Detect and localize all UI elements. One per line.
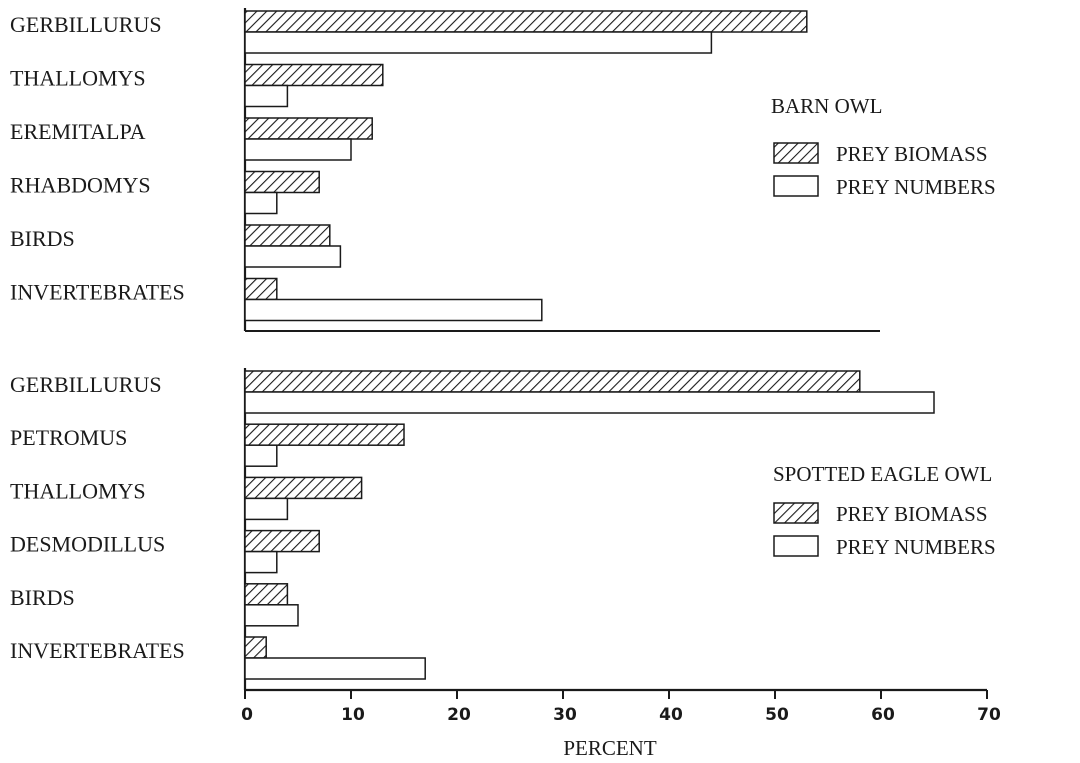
legend-label-prey-numbers: PREY NUMBERS — [836, 535, 996, 559]
bar-prey-biomass-birds — [244, 224, 331, 247]
barn-owl-legend: BARN OWL PREY BIOMASS PREY NUMBERS — [771, 94, 996, 199]
x-axis: 0 10 20 30 40 50 60 70 — [241, 688, 1001, 725]
legend-swatch-prey-biomass — [773, 502, 819, 524]
x-tick-label: 20 — [447, 705, 471, 725]
x-axis-title: PERCENT — [563, 736, 657, 760]
legend-swatch-prey-numbers — [773, 175, 819, 197]
x-tick-label: 30 — [553, 705, 577, 725]
barn-owl-legend-title: BARN OWL — [771, 94, 882, 118]
category-label-gerbillurus: GERBILLURUS — [10, 12, 162, 37]
category-label-birds: BIRDS — [10, 585, 75, 610]
spotted-eagle-owl-legend-title: SPOTTED EAGLE OWL — [773, 462, 992, 486]
bar-prey-numbers-invertebrates — [244, 298, 543, 322]
category-label-rhabdomys: RHABDOMYS — [10, 173, 151, 198]
bar-prey-biomass-petromus — [244, 423, 405, 446]
bar-prey-numbers-gerbillurus — [244, 391, 935, 414]
category-label-petromus: PETROMUS — [10, 425, 127, 450]
x-tick-label: 70 — [977, 705, 1001, 725]
bar-prey-numbers-thallomys — [244, 497, 289, 521]
bar-prey-biomass-desmodillus — [244, 529, 320, 553]
bar-prey-numbers-gerbillurus — [244, 31, 713, 54]
x-tick-label: 10 — [341, 705, 365, 725]
bar-prey-numbers-birds — [244, 245, 342, 268]
bar-prey-numbers-thallomys — [244, 84, 289, 108]
x-tick-label: 50 — [765, 705, 789, 725]
bar-prey-biomass-thallomys — [244, 63, 384, 87]
legend-label-prey-biomass: PREY BIOMASS — [836, 502, 988, 526]
bar-prey-numbers-eremitalpa — [244, 138, 352, 161]
category-label-invertebrates: INVERTEBRATES — [10, 280, 185, 305]
bar-prey-biomass-birds — [244, 583, 289, 606]
spotted-eagle-owl-panel: GERBILLURUS PETROMUS THALLOMYS DESMODILLUS B… — [10, 368, 935, 690]
x-tick-label: 60 — [871, 705, 895, 725]
bar-prey-biomass-invertebrates — [244, 277, 278, 301]
category-label-thallomys: THALLOMYS — [10, 478, 146, 503]
category-label-gerbillurus: GERBILLURUS — [10, 372, 162, 397]
bar-prey-biomass-gerbillurus — [244, 10, 808, 33]
bar-prey-biomass-thallomys — [244, 476, 363, 500]
bar-prey-biomass-eremitalpa — [244, 117, 373, 140]
legend-swatch-prey-numbers — [773, 535, 819, 557]
category-label-birds: BIRDS — [10, 226, 75, 251]
bar-prey-numbers-birds — [244, 604, 299, 627]
category-label-invertebrates: INVERTEBRATES — [10, 638, 185, 663]
bar-prey-numbers-desmodillus — [244, 550, 278, 574]
category-label-thallomys: THALLOMYS — [10, 66, 146, 91]
legend-label-prey-numbers: PREY NUMBERS — [836, 175, 996, 199]
bar-prey-numbers-rhabdomys — [244, 191, 278, 215]
barn-owl-panel: GERBILLURUS THALLOMYS EREMITALPA RHABDOMYS B… — [10, 8, 880, 332]
x-tick-label: 40 — [659, 705, 683, 725]
category-label-desmodillus: DESMODILLUS — [10, 532, 165, 557]
legend-swatch-prey-biomass — [773, 142, 819, 164]
spotted-eagle-owl-legend: SPOTTED EAGLE OWL PREY BIOMASS PREY NUMB… — [773, 462, 996, 559]
category-label-eremitalpa: EREMITALPA — [10, 119, 146, 144]
bar-prey-biomass-rhabdomys — [244, 170, 320, 194]
bar-prey-biomass-invertebrates — [244, 636, 267, 659]
bar-prey-numbers-invertebrates — [244, 657, 426, 680]
legend-label-prey-biomass: PREY BIOMASS — [836, 142, 988, 166]
x-tick-label: 0 — [241, 705, 253, 725]
bar-prey-numbers-petromus — [244, 444, 278, 467]
bar-prey-biomass-gerbillurus — [244, 370, 861, 393]
